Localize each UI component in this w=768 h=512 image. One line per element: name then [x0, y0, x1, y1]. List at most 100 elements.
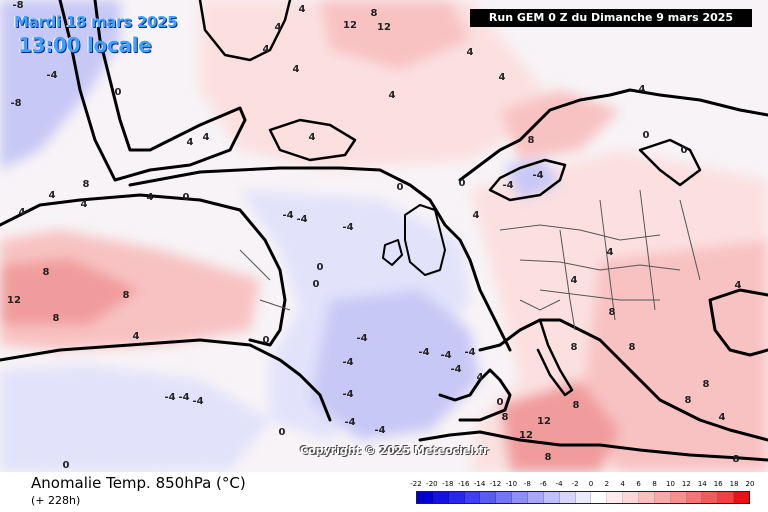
- legend-label: -4: [555, 480, 563, 488]
- copyright-text: Copyright © 2025 Meteociel.fr: [300, 444, 489, 457]
- contour-label: -4: [450, 364, 461, 375]
- north-africa-coast: [418, 430, 768, 462]
- contour-label: -4: [164, 392, 175, 403]
- legend-label: -10: [505, 480, 518, 488]
- contour-label: 12: [343, 20, 357, 31]
- contour-label: 4: [477, 372, 484, 383]
- legend-label: -14: [473, 480, 486, 488]
- north-america-coast: [0, 193, 287, 347]
- contour-label: -4: [342, 389, 353, 400]
- contour-label: -4: [418, 347, 429, 358]
- anomaly-blue-iberia: [310, 290, 480, 440]
- contour-label: 0: [643, 130, 650, 141]
- legend-swatch: [623, 492, 640, 503]
- anomaly-red-west-core: [0, 258, 140, 325]
- contour-label: 8: [545, 452, 552, 463]
- legend-swatch: [528, 492, 544, 503]
- legend-label: -22: [410, 480, 422, 488]
- legend-label: -8: [523, 480, 531, 488]
- contour-label: -4: [464, 347, 475, 358]
- contour-label: 8: [123, 290, 130, 301]
- legend-bar: [416, 491, 750, 504]
- contour-label: -4: [296, 214, 307, 225]
- contour-label: 8: [83, 179, 90, 190]
- legend-labels: -22 -20 -18 -16 -14 -12 -10 -8 -6 -4 -2 0 2 4 6 8 10 12 14…: [410, 480, 754, 490]
- contour-label: 0: [263, 335, 270, 346]
- anomaly-red-scandinavia: [500, 90, 620, 160]
- legend-swatch: [448, 492, 465, 503]
- contour-label: 4: [133, 331, 140, 342]
- contour-label: 8: [685, 395, 692, 406]
- contour-label: 8: [43, 267, 50, 278]
- contour-label: 4: [299, 4, 306, 15]
- legend-swatch: [607, 492, 624, 503]
- legend-swatch: [432, 492, 449, 503]
- contour-label: -4: [356, 333, 367, 344]
- anomaly-blue-northwest: [0, 0, 120, 170]
- contour-label: 4: [607, 247, 614, 258]
- italy-coast: [536, 318, 574, 397]
- country-borders: [239, 189, 701, 331]
- contour-label: 4: [473, 210, 480, 221]
- contour-label: 8: [733, 454, 740, 465]
- contour-label: -4: [344, 417, 355, 428]
- forecast-time: 13:00 locale: [18, 33, 152, 57]
- legend-label: 12: [681, 480, 691, 488]
- contour-label: 8: [371, 8, 378, 19]
- contour-label: 4: [263, 44, 270, 55]
- contour-label: 8: [571, 342, 578, 353]
- contour-label: -4: [342, 357, 353, 368]
- contour-label: 8: [502, 412, 509, 423]
- contour-label: 4: [467, 47, 474, 58]
- contour-label: -4: [342, 222, 353, 233]
- contour-label: 4: [203, 132, 210, 143]
- legend-label: -2: [571, 480, 579, 488]
- anomaly-red-east: [580, 240, 768, 472]
- anomaly-red-north: [200, 0, 560, 170]
- legend-swatch: [417, 492, 433, 503]
- contour-label: 12: [519, 430, 533, 441]
- contour-label: -4: [440, 350, 451, 361]
- contour-label: 4: [187, 137, 194, 148]
- borders-europe: [499, 189, 701, 331]
- contour-label: -4: [532, 170, 543, 181]
- contour-label: 12: [537, 416, 551, 427]
- legend-swatch: [686, 492, 703, 503]
- anomaly-blue-southwest: [0, 365, 270, 472]
- contour-label: 4: [571, 275, 578, 286]
- legend-label: -6: [539, 480, 547, 488]
- legend-swatch: [575, 492, 592, 503]
- contour-label: 4: [147, 192, 154, 203]
- contour-label: 8: [703, 379, 710, 390]
- contour-label: 0: [279, 427, 286, 438]
- arctic-coast: [128, 166, 512, 352]
- contour-label: 4: [639, 84, 646, 95]
- legend-label: 20: [745, 480, 755, 488]
- legend-label: -20: [426, 480, 438, 488]
- contour-label: 8: [53, 313, 60, 324]
- legend-swatch: [464, 492, 481, 503]
- contour-label: 12: [7, 295, 21, 306]
- ireland-coast: [382, 239, 403, 266]
- legend-label: -18: [442, 480, 454, 488]
- iberia-coast: [438, 368, 512, 422]
- contour-label: 4: [19, 207, 26, 218]
- contour-label: -4: [46, 70, 57, 81]
- legend-swatch: [512, 492, 529, 503]
- legend-label: 0: [588, 480, 594, 488]
- contour-label: -4: [502, 180, 513, 191]
- contour-label: 4: [735, 280, 742, 291]
- legend-swatch: [591, 492, 608, 503]
- contour-label: 4: [309, 132, 316, 143]
- contour-label: 8: [609, 307, 616, 318]
- borders-north-america: [239, 249, 291, 311]
- legend-swatch: [702, 492, 719, 503]
- legend-swatch: [734, 492, 750, 503]
- contour-label: 4: [719, 412, 726, 423]
- contour-label: 0: [115, 87, 122, 98]
- legend-swatch: [496, 492, 513, 503]
- contour-label: 8: [573, 400, 580, 411]
- contour-label: 4: [81, 199, 88, 210]
